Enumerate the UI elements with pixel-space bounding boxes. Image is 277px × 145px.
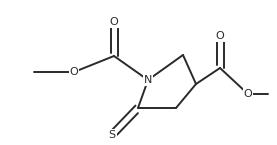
Text: O: O bbox=[70, 67, 78, 77]
Text: N: N bbox=[144, 75, 152, 85]
Text: O: O bbox=[216, 31, 224, 41]
Text: S: S bbox=[108, 130, 116, 140]
Text: O: O bbox=[110, 17, 118, 27]
Text: O: O bbox=[244, 89, 252, 99]
